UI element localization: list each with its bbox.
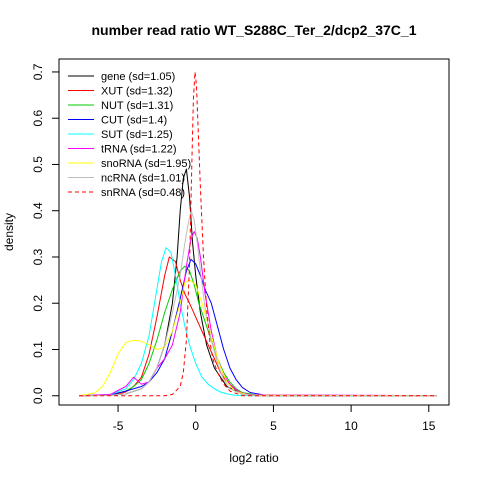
series-line-2 xyxy=(79,265,437,397)
legend-label: SUT (sd=1.25) xyxy=(101,129,173,141)
legend-label: gene (sd=1.05) xyxy=(101,71,175,83)
legend-label: XUT (sd=1.32) xyxy=(101,86,173,98)
series-line-1 xyxy=(79,256,437,397)
x-tick-label: 10 xyxy=(344,419,358,433)
series-line-0 xyxy=(79,168,437,397)
x-tick-label: -5 xyxy=(113,419,124,433)
series-line-4 xyxy=(79,247,437,397)
legend-label: snoRNA (sd=1.95) xyxy=(101,158,191,170)
series-line-7 xyxy=(79,210,437,397)
y-tick-label: 0.3 xyxy=(31,248,45,265)
chart-title: number read ratio WT_S288C_Ter_2/dcp2_37… xyxy=(92,22,417,38)
series-line-3 xyxy=(79,258,437,397)
x-tick-label: 5 xyxy=(270,419,277,433)
legend-label: CUT (sd=1.4) xyxy=(101,115,167,127)
legend-label: snRNA (sd=0.48) xyxy=(101,187,185,199)
series-line-5 xyxy=(79,231,437,397)
y-tick-label: 0.2 xyxy=(31,295,45,312)
y-axis: 0.0 0.1 0.2 0.3 0.4 0.5 0.6 0.7 xyxy=(31,63,60,404)
legend: gene (sd=1.05) XUT (sd=1.32) NUT (sd=1.31)… xyxy=(68,71,191,199)
x-tick-label: 0 xyxy=(192,419,199,433)
y-tick-label: 0.6 xyxy=(31,110,45,127)
legend-label: tRNA (sd=1.22) xyxy=(101,144,177,156)
x-tick-label: 15 xyxy=(422,419,436,433)
y-axis-label: density xyxy=(2,213,16,251)
y-tick-label: 0.4 xyxy=(31,202,45,219)
legend-label: NUT (sd=1.31) xyxy=(101,100,173,112)
y-tick-label: 0.7 xyxy=(31,63,45,80)
series-line-8 xyxy=(79,71,437,397)
y-tick-label: 0.1 xyxy=(31,341,45,358)
x-axis: -5 0 5 10 15 xyxy=(113,404,436,433)
x-axis-label: log2 ratio xyxy=(229,451,279,465)
series-line-6 xyxy=(79,279,437,397)
y-tick-label: 0.0 xyxy=(31,387,45,404)
y-tick-label: 0.5 xyxy=(31,156,45,173)
legend-label: ncRNA (sd=1.01) xyxy=(101,173,185,185)
series-layer xyxy=(79,71,437,397)
